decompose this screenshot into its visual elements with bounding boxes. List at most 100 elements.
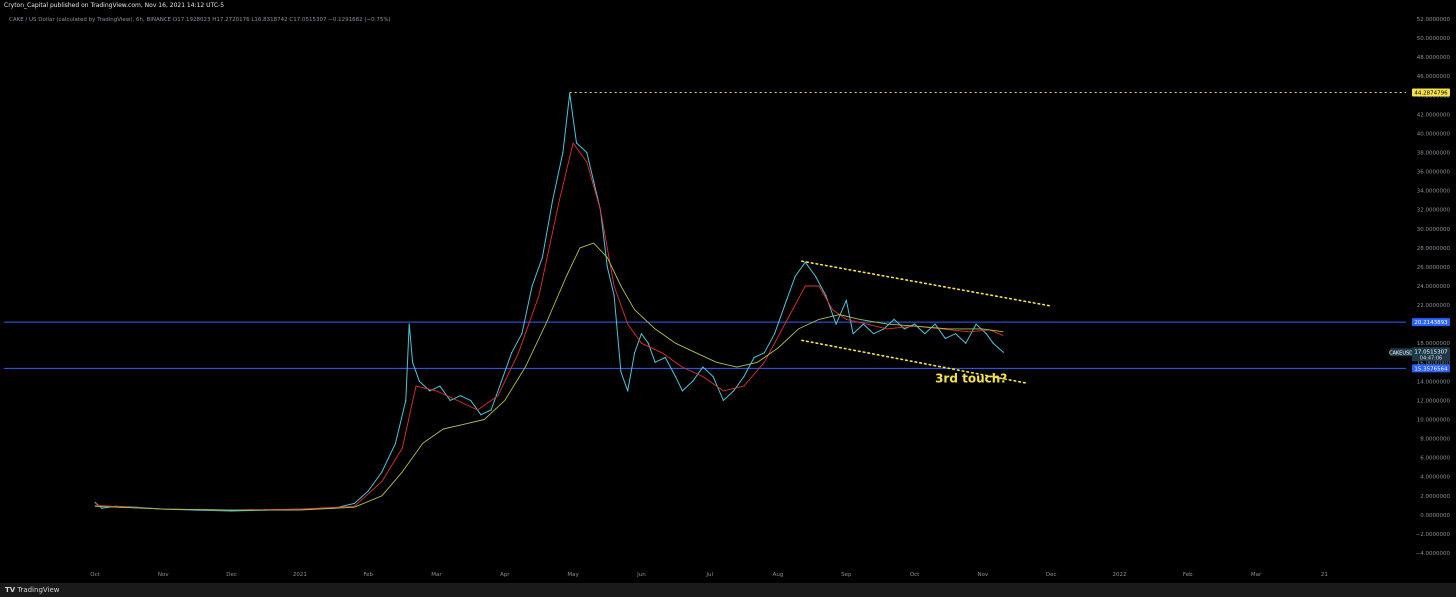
y-tick-label: 36.0000000 — [1417, 170, 1451, 176]
price-point — [562, 151, 564, 154]
price-point — [712, 375, 714, 378]
y-tick-label: 26.0000000 — [1417, 265, 1451, 271]
current-price-label: 17.0515307 — [1414, 349, 1448, 355]
y-tick-label: 32.0000000 — [1417, 208, 1451, 214]
x-tick-label: 21 — [1321, 572, 1328, 578]
x-tick-label: Feb — [1183, 572, 1193, 578]
footer-bar: TV TradingView — [0, 583, 1456, 597]
price-point — [934, 323, 936, 325]
y-axis[interactable]: 52.0000000 50.0000000 48.0000000 46.0000000… — [1416, 17, 1451, 557]
price-series-line — [94, 92, 1004, 512]
price-point — [852, 333, 854, 335]
price-point — [702, 366, 704, 368]
price-point — [674, 375, 677, 378]
price-point — [429, 390, 431, 392]
price-point — [794, 275, 796, 278]
price-point — [480, 414, 482, 416]
price-point — [681, 390, 683, 392]
price-point — [722, 399, 724, 402]
price-point — [470, 399, 472, 402]
x-tick-label: Mar — [1251, 572, 1262, 578]
price-point — [367, 490, 369, 492]
price-point — [439, 385, 441, 387]
wedge-trendline — [801, 339, 1029, 385]
x-tick-label: Aug — [773, 572, 784, 578]
price-point — [586, 151, 588, 154]
annotations: 3rd touch? — [935, 371, 1007, 385]
price-point — [965, 342, 967, 344]
price-point — [381, 471, 383, 473]
ema-fast-line — [94, 142, 1004, 511]
y-tick-label: 0.0000000 — [1420, 513, 1450, 519]
tradingview-logo[interactable]: TV TradingView — [5, 586, 60, 594]
price-point — [784, 304, 786, 306]
price-point — [773, 333, 776, 335]
price-point — [394, 442, 397, 444]
price-point — [814, 275, 817, 278]
price-point — [845, 299, 847, 301]
price-chart[interactable]: CAKE / US Dollar (calculated by TradingV… — [0, 0, 1456, 583]
price-point — [654, 361, 656, 363]
x-tick-label: Oct — [90, 572, 100, 578]
annotation-text: 3rd touch? — [935, 371, 1007, 385]
y-tick-label: 38.0000000 — [1417, 151, 1451, 157]
upper-level-price-label-box — [1412, 318, 1450, 327]
price-point — [954, 333, 957, 335]
y-tick-label: 10.0000000 — [1417, 418, 1451, 424]
price-point — [743, 375, 745, 378]
price-point — [692, 380, 694, 382]
chart-panel[interactable] — [4, 12, 1452, 583]
price-point — [552, 199, 554, 201]
price-point — [992, 342, 994, 344]
x-tick-label: Jul — [705, 572, 713, 578]
price-point — [531, 285, 533, 287]
x-tick-label: Dec — [1046, 572, 1057, 578]
price-point — [873, 333, 875, 335]
price-point — [408, 323, 410, 325]
x-tick-label: 2021 — [293, 572, 307, 578]
y-tick-label: 6.0000000 — [1420, 456, 1450, 462]
upper-level-price-label: 20.2143893 — [1414, 320, 1448, 326]
price-point — [613, 294, 615, 297]
x-tick-label: Nov — [978, 572, 989, 578]
price-point — [914, 323, 916, 325]
price-point — [606, 266, 608, 268]
price-point — [647, 342, 649, 344]
y-tick-label: 22.0000000 — [1417, 303, 1451, 309]
y-tick-label: 4.0000000 — [1420, 475, 1450, 481]
y-tick-label: 18.0000000 — [1417, 341, 1451, 347]
x-tick-label: May — [567, 572, 579, 578]
publisher-line: Cryton_Capital published on TradingView.… — [4, 2, 225, 9]
price-point — [575, 142, 578, 144]
price-point — [944, 337, 946, 340]
price-point — [640, 333, 643, 335]
price-point — [418, 380, 421, 382]
price-point — [633, 352, 636, 354]
price-point — [449, 399, 451, 402]
resistance-price-label: 44.2874796 — [1414, 91, 1448, 97]
y-tick-label: 12.0000000 — [1417, 398, 1451, 404]
y-tick-label: 30.0000000 — [1417, 227, 1451, 233]
lower-level-price-label: 15.3576564 — [1414, 366, 1448, 372]
price-point — [569, 92, 571, 94]
trendlines — [801, 260, 1052, 385]
x-tick-label: 2022 — [1113, 572, 1127, 578]
current-price-box — [1412, 347, 1450, 362]
price-point — [592, 180, 595, 182]
price-point — [733, 390, 735, 392]
x-tick-label: Nov — [158, 572, 169, 578]
x-axis[interactable]: Oct Nov Dec 2021 Feb Mar Apr May Jun Jul Aug Sep Oct… — [90, 572, 1328, 578]
y-tick-label: 34.0000000 — [1417, 189, 1451, 195]
price-point — [94, 501, 96, 504]
x-tick-label: Dec — [226, 572, 237, 578]
price-point — [985, 333, 987, 335]
x-tick-label: Jun — [636, 572, 646, 578]
y-tick-label: 24.0000000 — [1417, 284, 1451, 290]
x-tick-label: Oct — [910, 572, 920, 578]
price-point — [500, 380, 502, 382]
price-point — [924, 333, 926, 335]
price-point — [405, 399, 407, 402]
y-tick-label: 50.0000000 — [1417, 36, 1451, 42]
price-point — [411, 361, 414, 363]
publisher-header: Cryton_Capital published on TradingView.… — [0, 0, 1456, 12]
